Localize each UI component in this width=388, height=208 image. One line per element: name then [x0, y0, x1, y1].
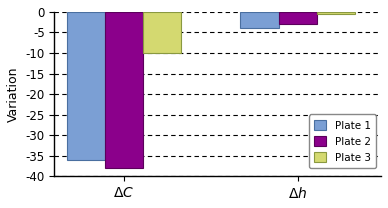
Bar: [317, 12, 355, 14]
Bar: [240, 12, 279, 28]
Y-axis label: Variation: Variation: [7, 66, 20, 122]
Bar: [105, 12, 143, 168]
Legend: Plate 1, Plate 2, Plate 3: Plate 1, Plate 2, Plate 3: [308, 114, 376, 168]
Bar: [279, 12, 317, 24]
Bar: [67, 12, 105, 160]
Bar: [143, 12, 181, 53]
